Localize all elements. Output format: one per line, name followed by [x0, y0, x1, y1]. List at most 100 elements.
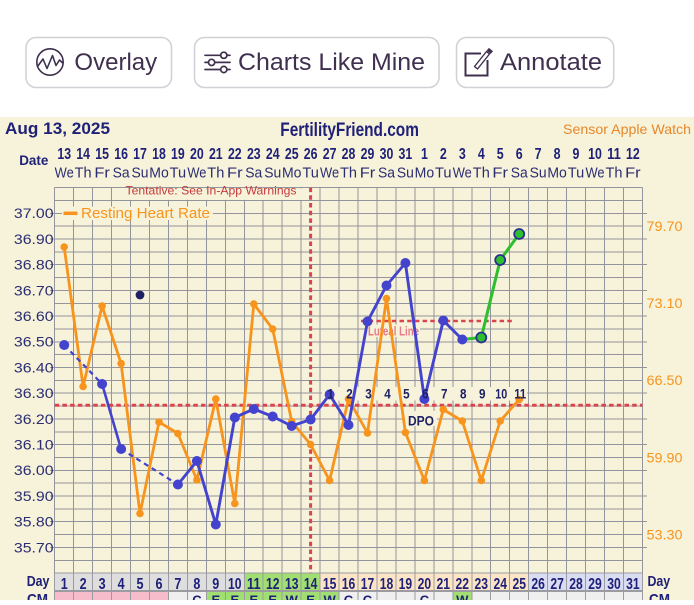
svg-text:1: 1: [327, 385, 334, 401]
svg-text:C: C: [192, 593, 202, 601]
svg-text:23: 23: [247, 146, 261, 163]
svg-text:6: 6: [156, 576, 163, 593]
svg-text:Sa: Sa: [378, 166, 396, 182]
svg-text:Day: Day: [27, 573, 50, 590]
svg-text:Th: Th: [473, 166, 490, 182]
svg-text:15: 15: [95, 146, 109, 163]
svg-text:5: 5: [403, 385, 410, 401]
svg-text:Mo: Mo: [282, 166, 302, 182]
svg-text:We: We: [453, 166, 472, 182]
svg-text:We: We: [55, 166, 74, 182]
svg-text:17: 17: [133, 146, 147, 163]
svg-text:25: 25: [512, 576, 526, 593]
svg-text:1: 1: [421, 146, 428, 163]
svg-text:12: 12: [266, 576, 280, 593]
svg-text:21: 21: [209, 146, 223, 163]
svg-text:Mo: Mo: [547, 166, 567, 182]
svg-text:Th: Th: [340, 166, 357, 182]
svg-text:Aug 13, 2025: Aug 13, 2025: [5, 119, 110, 138]
svg-text:We: We: [320, 166, 339, 182]
svg-text:6: 6: [516, 146, 523, 163]
svg-text:4: 4: [384, 385, 391, 401]
svg-text:Th: Th: [606, 166, 623, 182]
svg-text:Fr: Fr: [227, 166, 243, 182]
svg-text:18: 18: [152, 146, 166, 163]
svg-text:36.60: 36.60: [14, 309, 54, 324]
svg-text:2: 2: [346, 385, 353, 401]
svg-text:Su: Su: [132, 166, 149, 182]
svg-text:8: 8: [460, 385, 467, 401]
svg-text:7: 7: [174, 576, 181, 593]
svg-text:79.70: 79.70: [647, 219, 683, 234]
svg-text:9: 9: [573, 146, 580, 163]
svg-text:19: 19: [171, 146, 185, 163]
svg-text:W: W: [323, 593, 336, 601]
svg-text:22: 22: [456, 576, 470, 593]
svg-text:20: 20: [190, 146, 204, 163]
svg-text:14: 14: [76, 146, 90, 163]
svg-text:6: 6: [422, 385, 429, 401]
svg-text:9: 9: [212, 576, 219, 593]
svg-text:19: 19: [399, 576, 413, 593]
svg-text:E: E: [211, 593, 220, 601]
svg-text:36.80: 36.80: [14, 258, 54, 273]
svg-text:Day: Day: [648, 573, 671, 590]
svg-text:Resting Heart Rate: Resting Heart Rate: [81, 206, 210, 222]
svg-text:Mo: Mo: [415, 166, 435, 182]
svg-text:18: 18: [380, 576, 394, 593]
svg-text:13: 13: [285, 576, 299, 593]
svg-text:7: 7: [441, 385, 448, 401]
svg-text:36.10: 36.10: [14, 438, 54, 453]
svg-text:Tu: Tu: [568, 166, 585, 182]
svg-text:36.70: 36.70: [14, 283, 54, 298]
svg-text:35.80: 35.80: [14, 515, 54, 530]
svg-text:53.30: 53.30: [647, 527, 683, 542]
svg-text:E: E: [306, 593, 315, 601]
svg-text:Tu: Tu: [302, 166, 319, 182]
svg-text:3: 3: [99, 576, 106, 593]
svg-text:C: C: [344, 593, 354, 601]
svg-text:25: 25: [285, 146, 299, 163]
svg-text:E: E: [230, 593, 239, 601]
svg-text:7: 7: [535, 146, 542, 163]
svg-text:11: 11: [514, 385, 526, 401]
svg-text:Th: Th: [207, 166, 224, 182]
svg-text:24: 24: [493, 576, 507, 593]
svg-text:CM: CM: [649, 591, 670, 600]
svg-text:We: We: [187, 166, 206, 182]
svg-text:11: 11: [607, 146, 621, 163]
svg-text:22: 22: [228, 146, 242, 163]
svg-text:Sa: Sa: [113, 166, 131, 182]
svg-text:36.90: 36.90: [14, 232, 54, 247]
svg-text:30: 30: [607, 576, 621, 593]
svg-text:73.10: 73.10: [647, 296, 683, 311]
svg-text:26: 26: [531, 576, 545, 593]
svg-text:5: 5: [137, 576, 144, 593]
svg-text:14: 14: [304, 576, 318, 593]
svg-text:Su: Su: [264, 166, 281, 182]
svg-text:E: E: [268, 593, 277, 601]
svg-text:DPO: DPO: [408, 413, 434, 429]
svg-text:9: 9: [479, 385, 486, 401]
svg-text:Charts Like Mine: Charts Like Mine: [238, 49, 425, 76]
svg-text:Mo: Mo: [149, 166, 169, 182]
svg-text:CM: CM: [27, 591, 48, 600]
svg-text:27: 27: [550, 576, 564, 593]
svg-text:16: 16: [342, 576, 356, 593]
svg-text:We: We: [585, 166, 604, 182]
svg-text:Fr: Fr: [94, 166, 110, 182]
svg-text:21: 21: [437, 576, 451, 593]
svg-text:11: 11: [247, 576, 261, 593]
svg-text:36.30: 36.30: [14, 386, 54, 401]
svg-text:FertilityFriend.com: FertilityFriend.com: [280, 120, 419, 141]
svg-text:23: 23: [475, 576, 489, 593]
svg-text:29: 29: [361, 146, 375, 163]
svg-text:30: 30: [380, 146, 394, 163]
svg-text:13: 13: [57, 146, 71, 163]
svg-text:28: 28: [342, 146, 356, 163]
svg-text:Su: Su: [397, 166, 414, 182]
svg-text:31: 31: [626, 576, 640, 593]
svg-text:Fr: Fr: [360, 166, 376, 182]
svg-text:C: C: [420, 593, 430, 601]
svg-text:Luteal Line: Luteal Line: [368, 325, 419, 339]
